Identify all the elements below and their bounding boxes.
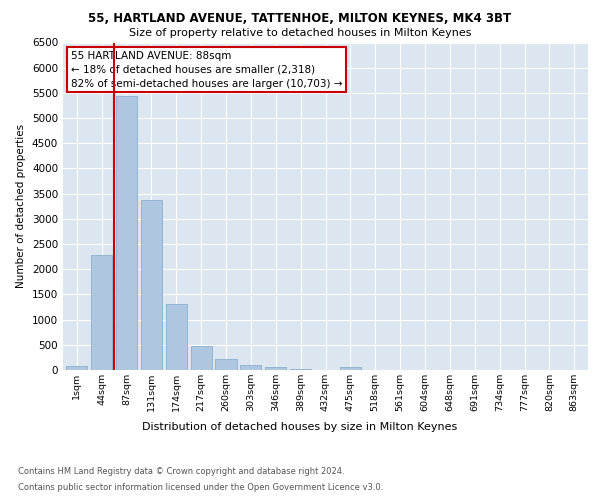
Bar <box>91 255 112 370</box>
Bar <box>215 360 236 370</box>
Bar <box>290 369 311 370</box>
Bar <box>166 304 187 370</box>
Text: 55, HARTLAND AVENUE, TATTENHOE, MILTON KEYNES, MK4 3BT: 55, HARTLAND AVENUE, TATTENHOE, MILTON K… <box>88 12 512 26</box>
Bar <box>191 346 212 370</box>
Text: Contains public sector information licensed under the Open Government Licence v3: Contains public sector information licen… <box>18 482 383 492</box>
Bar <box>265 367 286 370</box>
Bar <box>240 365 262 370</box>
Text: Size of property relative to detached houses in Milton Keynes: Size of property relative to detached ho… <box>129 28 471 38</box>
Bar <box>116 96 137 370</box>
Text: Distribution of detached houses by size in Milton Keynes: Distribution of detached houses by size … <box>142 422 458 432</box>
Bar <box>141 200 162 370</box>
Bar <box>66 366 87 370</box>
Text: Contains HM Land Registry data © Crown copyright and database right 2024.: Contains HM Land Registry data © Crown c… <box>18 468 344 476</box>
Text: 55 HARTLAND AVENUE: 88sqm
← 18% of detached houses are smaller (2,318)
82% of se: 55 HARTLAND AVENUE: 88sqm ← 18% of detac… <box>71 50 343 88</box>
Bar <box>340 367 361 370</box>
Y-axis label: Number of detached properties: Number of detached properties <box>16 124 26 288</box>
